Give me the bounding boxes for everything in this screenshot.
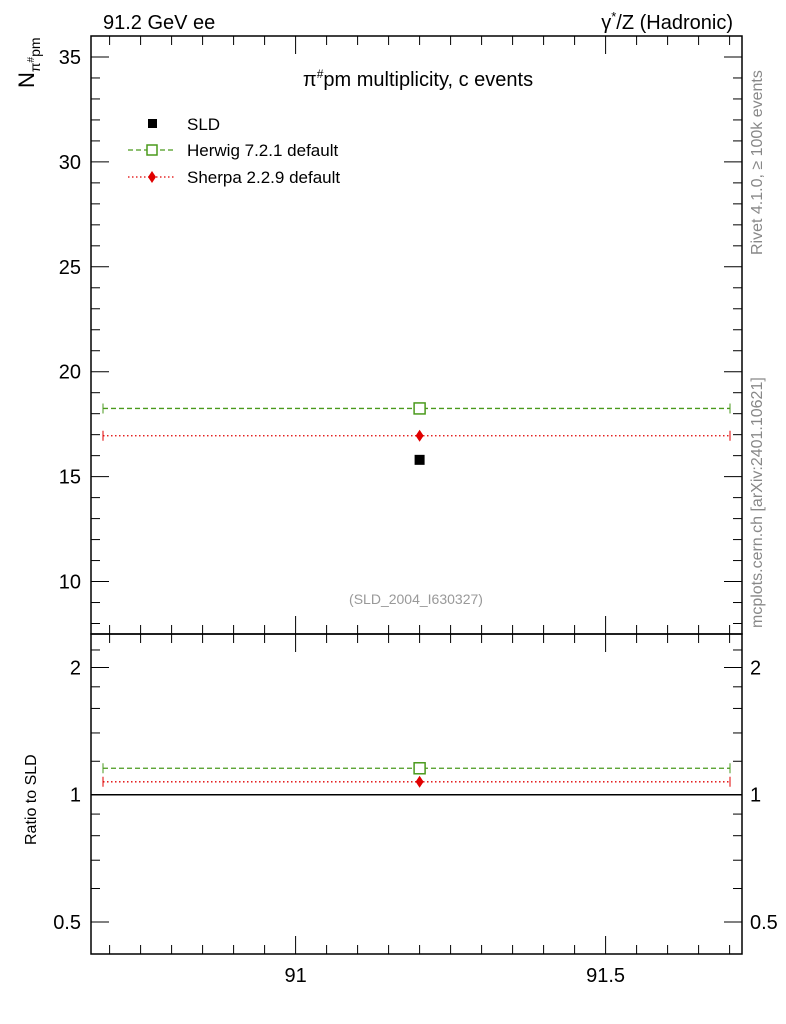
legend-entry-sherpa: Sherpa 2.2.9 default [128, 168, 340, 187]
y-tick-label: 20 [59, 362, 81, 384]
main-y-ticks: 10 15 20 25 30 35 [59, 47, 742, 625]
main-y-label: Nπ#pm [14, 37, 43, 88]
y-tick-label: 30 [59, 152, 81, 174]
ratio-y-tick-label: 2 [70, 657, 81, 679]
rivet-label: Rivet 4.1.0, ≥ 100k events [749, 70, 766, 255]
ratio-marker-herwig [413, 762, 426, 775]
legend: SLD Herwig 7.2.1 default Sherpa 2.2.9 de… [128, 115, 340, 187]
data-point-sld [414, 454, 425, 465]
y-tick-label: 25 [59, 257, 81, 279]
ratio-y-tick-label-right: 1 [750, 785, 761, 807]
header-right: γ*/Z (Hadronic) [601, 9, 733, 34]
ratio-y-tick-label: 0.5 [53, 912, 81, 934]
series-marker-sherpa [415, 429, 424, 442]
ratio-panel: 0.5 0.5 1 1 2 2 91 91.5 Ratio to SLD [23, 633, 778, 987]
ratio-marker-sherpa [415, 775, 424, 788]
legend-marker-sherpa [148, 171, 156, 183]
legend-entry-herwig: Herwig 7.2.1 default [128, 141, 338, 160]
y-tick-label: 15 [59, 467, 81, 489]
main-panel: 10 15 20 25 30 35 π#pm multiplicity, c events… [14, 35, 743, 635]
ratio-y-label: Ratio to SLD [23, 754, 40, 845]
mcplots-label: mcplots.cern.ch [arXiv:2401.10621] [749, 377, 766, 628]
legend-label-sld: SLD [187, 115, 220, 134]
series-marker-herwig [413, 402, 426, 415]
legend-marker-sld [148, 119, 157, 128]
y-tick-label: 35 [59, 47, 81, 69]
legend-label-herwig: Herwig 7.2.1 default [187, 141, 338, 160]
ratio-series [91, 762, 742, 796]
legend-label-sherpa: Sherpa 2.2.9 default [187, 168, 340, 187]
legend-marker-herwig [146, 144, 158, 156]
ratio-x-ticks [109, 634, 731, 954]
ratio-y-tick-label-right: 0.5 [750, 912, 778, 934]
ratio-y-tick-label: 1 [70, 785, 81, 807]
analysis-watermark: (SLD_2004_I630327) [349, 591, 483, 607]
x-tick-label: 91.5 [586, 965, 625, 987]
main-x-ticks [109, 36, 731, 634]
legend-entry-sld: SLD [148, 115, 220, 134]
x-tick-label: 91 [284, 965, 306, 987]
ratio-y-ticks: 0.5 0.5 1 1 2 2 91 91.5 [53, 633, 778, 987]
main-series [102, 402, 731, 465]
header-left: 91.2 GeV ee [103, 12, 215, 34]
main-title: π#pm multiplicity, c events [303, 67, 533, 91]
y-tick-label: 10 [59, 572, 81, 594]
ratio-y-tick-label-right: 2 [750, 657, 761, 679]
